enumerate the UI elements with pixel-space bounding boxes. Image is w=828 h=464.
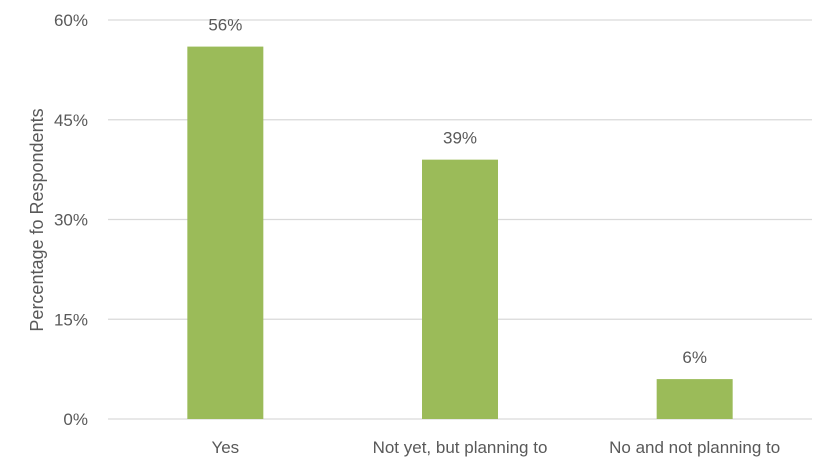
y-tick-label: 0% (63, 410, 88, 429)
data-label: 39% (443, 129, 477, 148)
y-tick-label: 60% (54, 11, 88, 30)
y-tick-label: 30% (54, 211, 88, 230)
bar (422, 159, 498, 419)
bar (656, 379, 733, 419)
x-category-label: Not yet, but planning to (373, 438, 548, 457)
y-axis-title: Percentage fo Respondents (27, 108, 47, 331)
x-category-label: No and not planning to (609, 438, 780, 457)
data-label: 6% (682, 348, 707, 367)
y-tick-label: 15% (54, 310, 88, 329)
data-labels: 56% 39% 6% (208, 16, 707, 368)
x-category-label: Yes (211, 438, 239, 457)
bars (187, 46, 733, 419)
y-tick-label: 45% (54, 111, 88, 130)
x-axis-categories: Yes Not yet, but planning to No and not pl… (211, 438, 780, 457)
bar (187, 46, 264, 419)
y-axis-ticks: 0% 15% 30% 45% 60% (54, 11, 88, 429)
data-label: 56% (208, 16, 242, 35)
